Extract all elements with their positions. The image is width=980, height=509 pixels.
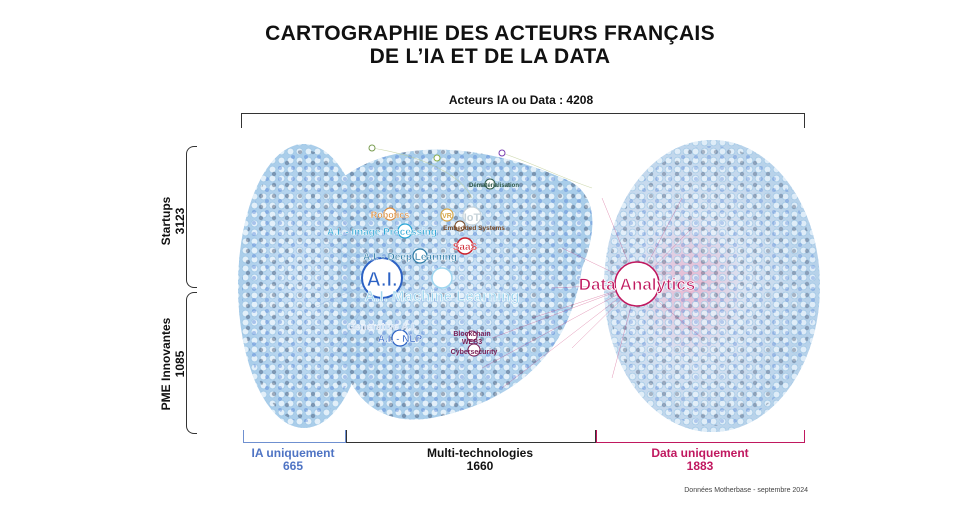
hub-iot: IoT: [464, 212, 481, 224]
hub-ai: A.I.: [366, 269, 397, 291]
hub-image-processing: A.I. - Image Processing: [327, 227, 437, 238]
hub-blockchain: Blockchain: [453, 331, 490, 338]
hub-machine-learning: A.I. Machine Learning: [364, 288, 519, 305]
hub-embedded-systems: Embedded Systems: [443, 225, 505, 232]
multi-tech-bracket: [346, 430, 596, 443]
page-title: CARTOGRAPHIE DES ACTEURS FRANÇAIS DE L’I…: [0, 22, 980, 68]
hub-data-analytics: Data Analytics: [579, 275, 696, 294]
startups-label: Startups 3123: [159, 176, 187, 266]
pme-brace: [186, 292, 197, 434]
hub-deep-learning: A.I. - Deep Learning: [363, 252, 457, 263]
hub-robotics: Robotics: [371, 210, 410, 220]
startups-brace: [186, 146, 197, 288]
ia-only-title: IA uniquement: [251, 446, 335, 460]
network-graph: A.I. A.I. Machine Learning A.I. - Deep L…: [238, 140, 820, 432]
multi-tech-title: Multi-technologies: [427, 446, 533, 460]
hub-generative-ai: Generative A.I.: [347, 322, 417, 333]
title-line-1: CARTOGRAPHIE DES ACTEURS FRANÇAIS: [265, 22, 715, 45]
hub-web3: WEB3: [462, 339, 482, 346]
ia-only-label: IA uniquement 665: [233, 447, 353, 473]
hub-dematerialisation: Dématérialisation: [469, 183, 519, 189]
data-only-title: Data uniquement: [651, 446, 749, 460]
source-footer: Données Motherbase - septembre 2024: [684, 487, 808, 494]
pme-title: PME Innovantes: [159, 317, 173, 411]
multi-tech-label: Multi-technologies 1660: [400, 447, 560, 473]
ia-only-count: 665: [282, 459, 304, 473]
hub-vr: VR: [442, 213, 452, 220]
data-only-count: 1883: [686, 459, 714, 473]
pme-count: 1085: [173, 350, 187, 378]
total-bracket: [241, 113, 805, 128]
hub-nlp: A.I. - NLP: [378, 334, 423, 345]
startups-title: Startups: [159, 196, 173, 246]
startups-count: 3123: [173, 207, 187, 235]
hub-cybersecurity: Cybersecurity: [451, 349, 498, 356]
hub-saas: SaaS: [453, 242, 478, 253]
title-line-2: DE L’IA ET DE LA DATA: [369, 45, 611, 68]
data-only-label: Data uniquement 1883: [620, 447, 780, 473]
ia-only-bracket: [243, 430, 346, 443]
total-actors-label: Acteurs IA ou Data : 4208: [448, 93, 594, 107]
pme-label: PME Innovantes 1085: [159, 309, 187, 419]
multi-tech-count: 1660: [466, 459, 494, 473]
data-only-bracket: [596, 430, 805, 443]
